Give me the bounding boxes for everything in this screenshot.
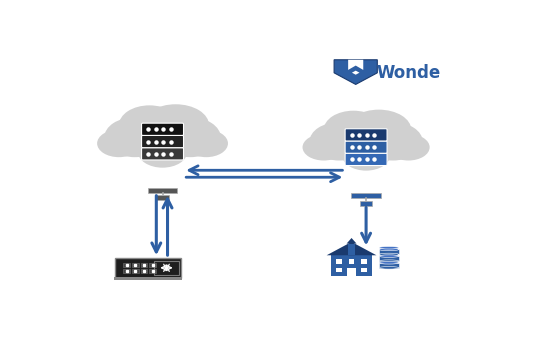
- Bar: [348, 244, 355, 255]
- Bar: [132, 262, 139, 267]
- Bar: [114, 277, 182, 279]
- FancyBboxPatch shape: [142, 148, 183, 160]
- Ellipse shape: [379, 248, 399, 251]
- Ellipse shape: [310, 122, 369, 160]
- Ellipse shape: [138, 136, 187, 168]
- Ellipse shape: [160, 117, 221, 157]
- Ellipse shape: [121, 110, 205, 161]
- Ellipse shape: [119, 105, 180, 145]
- Ellipse shape: [142, 104, 209, 146]
- Bar: [379, 263, 399, 268]
- Bar: [157, 195, 169, 200]
- Polygon shape: [334, 60, 377, 84]
- Bar: [123, 262, 130, 267]
- Ellipse shape: [379, 253, 399, 256]
- Bar: [150, 269, 156, 273]
- Ellipse shape: [325, 115, 407, 164]
- Bar: [141, 262, 147, 267]
- Bar: [154, 261, 179, 275]
- Bar: [379, 249, 399, 254]
- Polygon shape: [347, 238, 356, 244]
- FancyBboxPatch shape: [142, 135, 183, 148]
- Bar: [336, 259, 342, 264]
- Bar: [132, 269, 139, 273]
- Bar: [361, 268, 367, 272]
- Polygon shape: [348, 60, 363, 70]
- FancyBboxPatch shape: [142, 123, 183, 135]
- Bar: [150, 262, 156, 267]
- Bar: [360, 201, 373, 206]
- FancyBboxPatch shape: [115, 257, 182, 278]
- Ellipse shape: [363, 122, 422, 160]
- FancyBboxPatch shape: [345, 153, 387, 165]
- Ellipse shape: [379, 262, 399, 264]
- Ellipse shape: [346, 110, 411, 150]
- Bar: [336, 268, 342, 272]
- Ellipse shape: [342, 140, 390, 171]
- Text: Wonde: Wonde: [376, 64, 441, 82]
- Ellipse shape: [379, 255, 399, 257]
- Polygon shape: [352, 71, 360, 75]
- Bar: [147, 188, 177, 193]
- Polygon shape: [326, 242, 376, 255]
- Ellipse shape: [324, 111, 383, 149]
- FancyBboxPatch shape: [345, 141, 387, 153]
- Bar: [379, 256, 399, 261]
- Ellipse shape: [97, 130, 141, 157]
- Bar: [141, 269, 147, 273]
- Ellipse shape: [379, 247, 399, 249]
- Bar: [348, 268, 354, 272]
- Bar: [347, 268, 356, 276]
- Ellipse shape: [184, 130, 228, 157]
- Bar: [331, 255, 373, 276]
- Ellipse shape: [388, 134, 430, 160]
- FancyBboxPatch shape: [345, 129, 387, 141]
- Bar: [351, 193, 381, 198]
- Ellipse shape: [302, 134, 345, 160]
- Ellipse shape: [379, 260, 399, 262]
- Bar: [348, 259, 354, 264]
- Bar: [361, 259, 367, 264]
- Bar: [123, 269, 130, 273]
- Ellipse shape: [379, 266, 399, 269]
- Ellipse shape: [105, 117, 166, 157]
